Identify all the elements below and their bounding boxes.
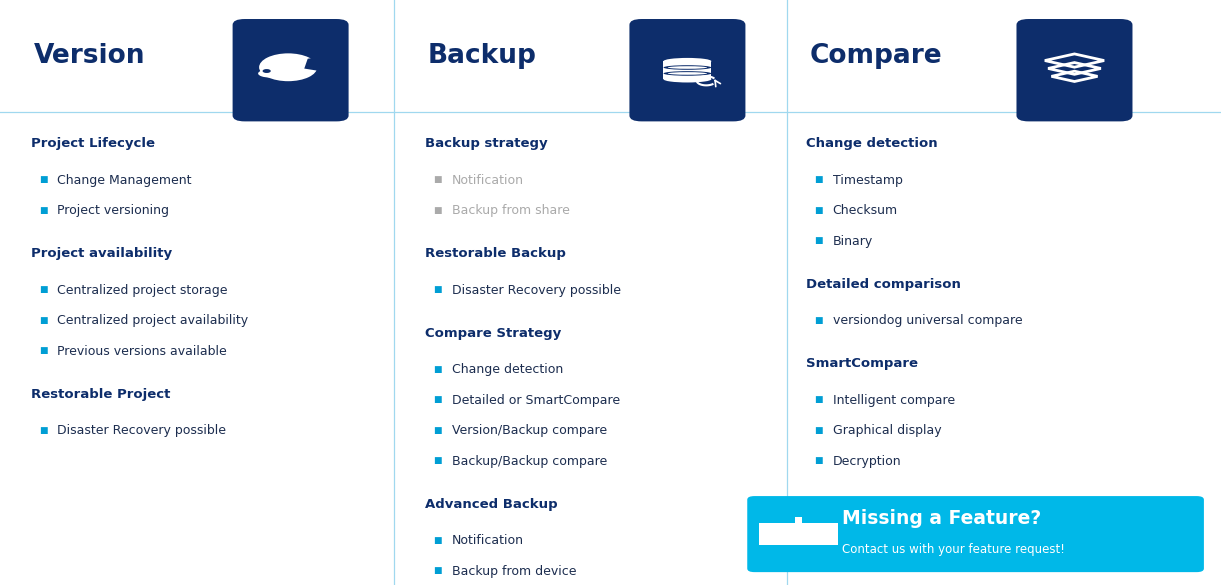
Ellipse shape xyxy=(258,70,282,78)
Text: Detailed comparison: Detailed comparison xyxy=(806,278,961,291)
Text: ■: ■ xyxy=(39,285,48,294)
Text: Project versioning: Project versioning xyxy=(57,204,170,217)
Ellipse shape xyxy=(663,71,712,75)
Circle shape xyxy=(259,53,317,81)
Text: ■: ■ xyxy=(814,236,823,245)
Text: ■: ■ xyxy=(814,426,823,435)
Bar xyxy=(663,61,712,79)
Text: Binary: Binary xyxy=(833,235,873,247)
Text: ■: ■ xyxy=(433,456,442,465)
Text: ■: ■ xyxy=(39,346,48,355)
Text: ■: ■ xyxy=(39,426,48,435)
Text: Restorable Backup: Restorable Backup xyxy=(425,247,565,260)
Ellipse shape xyxy=(668,66,707,69)
Circle shape xyxy=(263,69,271,73)
Text: Change Management: Change Management xyxy=(57,174,192,187)
Text: Compare: Compare xyxy=(810,43,943,68)
Text: Detailed or SmartCompare: Detailed or SmartCompare xyxy=(452,394,620,407)
Text: ■: ■ xyxy=(39,206,48,215)
Text: Disaster Recovery possible: Disaster Recovery possible xyxy=(452,284,620,297)
Text: Disaster Recovery possible: Disaster Recovery possible xyxy=(57,424,226,437)
Text: Project availability: Project availability xyxy=(31,247,172,260)
Text: Backup/Backup compare: Backup/Backup compare xyxy=(452,455,607,467)
Polygon shape xyxy=(304,56,328,72)
Text: ■: ■ xyxy=(433,536,442,545)
Text: Backup from device: Backup from device xyxy=(452,565,576,577)
Ellipse shape xyxy=(668,72,707,75)
Text: Backup strategy: Backup strategy xyxy=(425,137,547,150)
Text: ■: ■ xyxy=(433,426,442,435)
Text: ■: ■ xyxy=(433,176,442,184)
Text: Graphical display: Graphical display xyxy=(833,424,941,437)
Text: Centralized project storage: Centralized project storage xyxy=(57,284,228,297)
Text: Restorable Project: Restorable Project xyxy=(31,388,170,401)
Text: SmartCompare: SmartCompare xyxy=(806,357,918,370)
Text: ■: ■ xyxy=(433,395,442,404)
Text: ■: ■ xyxy=(814,206,823,215)
Polygon shape xyxy=(759,517,838,545)
FancyBboxPatch shape xyxy=(747,496,1204,572)
Text: Project Lifecycle: Project Lifecycle xyxy=(31,137,155,150)
Text: Centralized project availability: Centralized project availability xyxy=(57,314,249,327)
Text: ■: ■ xyxy=(814,176,823,184)
Text: Compare Strategy: Compare Strategy xyxy=(425,327,562,340)
Text: Change detection: Change detection xyxy=(806,137,938,150)
Text: ■: ■ xyxy=(433,206,442,215)
Text: Backup: Backup xyxy=(427,43,536,68)
FancyBboxPatch shape xyxy=(1017,19,1133,122)
Text: Change detection: Change detection xyxy=(452,363,563,376)
FancyBboxPatch shape xyxy=(630,19,745,122)
Text: ■: ■ xyxy=(433,566,442,575)
Text: Backup from share: Backup from share xyxy=(452,204,570,217)
Text: ■: ■ xyxy=(814,316,823,325)
Text: Timestamp: Timestamp xyxy=(833,174,902,187)
Text: Missing a Feature?: Missing a Feature? xyxy=(842,510,1042,528)
Text: Notification: Notification xyxy=(452,174,524,187)
Text: Previous versions available: Previous versions available xyxy=(57,345,227,357)
Text: Version/Backup compare: Version/Backup compare xyxy=(452,424,607,437)
Text: ■: ■ xyxy=(433,365,442,374)
Text: Notification: Notification xyxy=(452,534,524,547)
Ellipse shape xyxy=(663,76,712,82)
Text: ■: ■ xyxy=(814,395,823,404)
Text: Intelligent compare: Intelligent compare xyxy=(833,394,955,407)
Text: ■: ■ xyxy=(39,316,48,325)
Text: ■: ■ xyxy=(814,456,823,465)
FancyBboxPatch shape xyxy=(232,19,349,122)
Text: ■: ■ xyxy=(433,285,442,294)
Text: Decryption: Decryption xyxy=(833,455,901,467)
Text: Contact us with your feature request!: Contact us with your feature request! xyxy=(842,543,1066,556)
Ellipse shape xyxy=(663,65,712,70)
Text: ■: ■ xyxy=(39,176,48,184)
Ellipse shape xyxy=(663,58,712,64)
Text: versiondog universal compare: versiondog universal compare xyxy=(833,314,1022,327)
Text: Version: Version xyxy=(34,43,145,68)
Text: Advanced Backup: Advanced Backup xyxy=(425,498,558,511)
Text: Checksum: Checksum xyxy=(833,204,897,217)
